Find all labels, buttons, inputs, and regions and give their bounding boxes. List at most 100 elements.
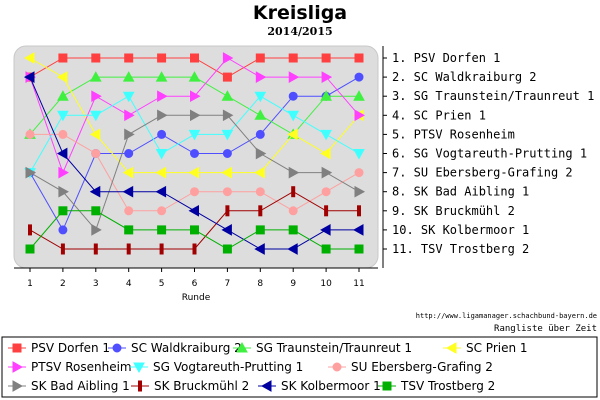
legend-marker <box>236 341 248 353</box>
x-tick-label: 10 <box>320 279 332 289</box>
legend-item: SU Ebersberg-Grafing 2 <box>328 360 493 374</box>
data-point <box>287 243 298 255</box>
data-point <box>122 185 134 198</box>
legend-item: PTSV Rosenheim <box>8 360 132 374</box>
data-point <box>222 244 232 254</box>
data-point <box>254 166 265 179</box>
rank-label: 4. SC Prien 1 <box>392 108 486 122</box>
data-point <box>58 129 68 139</box>
data-point <box>221 224 232 236</box>
data-point <box>190 225 199 235</box>
data-point <box>321 166 333 179</box>
series-layer <box>23 52 366 255</box>
data-point <box>190 187 199 197</box>
source-url: http://www.ligamanager.schachbund-bayern… <box>416 312 597 320</box>
rank-label: 1. PSV Dorfen 1 <box>392 51 500 65</box>
chart-subtitle: 2014/2015 <box>267 25 332 38</box>
data-point <box>353 149 365 160</box>
data-point <box>157 129 167 139</box>
data-point <box>58 53 68 63</box>
legend-item: SK Kolbermoor 1 <box>258 379 381 393</box>
data-point <box>157 206 167 216</box>
data-point <box>188 71 201 82</box>
data-point <box>291 186 296 198</box>
data-point <box>190 109 201 122</box>
data-point <box>255 147 267 160</box>
data-point <box>258 205 263 217</box>
data-point <box>255 71 267 83</box>
series-7 <box>25 109 366 236</box>
data-point <box>255 187 265 197</box>
data-point <box>354 109 366 122</box>
data-point <box>157 109 168 122</box>
x-axis-label: Runde <box>182 293 211 303</box>
data-point <box>221 129 234 141</box>
data-point <box>91 53 101 63</box>
data-point <box>89 185 101 198</box>
data-point <box>352 224 364 236</box>
data-point <box>157 53 167 63</box>
data-point <box>58 225 68 235</box>
series-9 <box>23 71 364 255</box>
legend-marker <box>12 380 24 392</box>
data-point <box>222 52 234 64</box>
series-5 <box>24 91 365 179</box>
data-point <box>155 71 168 82</box>
data-point <box>287 110 300 122</box>
data-point <box>321 71 333 83</box>
x-tick-label: 6 <box>192 279 198 289</box>
legend-item: SK Bruckmühl 2 <box>131 379 249 393</box>
data-point <box>57 110 69 122</box>
rank-label: 2. SC Waldkraiburg 2 <box>392 70 537 84</box>
data-point <box>254 109 267 120</box>
legend-item: SC Prien 1 <box>443 341 528 355</box>
data-point <box>357 205 361 217</box>
data-point <box>222 187 232 197</box>
legend-label: PTSV Rosenheim <box>31 360 132 374</box>
data-point <box>124 206 134 216</box>
legend-label: SC Prien 1 <box>466 341 528 355</box>
x-tick-label: 4 <box>126 279 132 289</box>
data-point <box>126 243 131 255</box>
series-4 <box>25 52 366 179</box>
data-point <box>188 166 199 179</box>
legend-marker <box>112 343 122 353</box>
data-point <box>56 71 68 83</box>
data-point <box>124 109 135 122</box>
rank-label: 3. SG Traunstein/Traunreut 1 <box>392 89 594 103</box>
x-tick-label: 3 <box>93 279 99 289</box>
data-point <box>190 149 199 158</box>
data-point <box>288 206 298 216</box>
legend-marker <box>332 362 342 372</box>
data-point <box>89 71 102 82</box>
data-point <box>58 185 69 198</box>
legend-item: SG Traunstein/Traunreut 1 <box>233 341 412 355</box>
legend-item: SG Vogtareuth-Prutting 1 <box>130 360 303 374</box>
data-point <box>321 53 331 63</box>
data-point <box>321 244 331 254</box>
data-point <box>91 149 101 158</box>
rank-label: 11. TSV Trostberg 2 <box>392 242 529 256</box>
data-point <box>91 224 102 236</box>
legend-item: TSV Trostberg 2 <box>378 379 495 393</box>
data-point <box>93 243 98 255</box>
data-point <box>124 225 134 235</box>
data-point <box>28 224 32 236</box>
data-point <box>190 90 201 103</box>
data-point <box>321 187 331 197</box>
data-point <box>122 71 135 82</box>
data-point <box>124 149 134 158</box>
data-point <box>89 110 102 122</box>
data-point <box>25 166 37 179</box>
data-point <box>288 91 298 101</box>
data-point <box>159 243 164 255</box>
data-point <box>287 128 298 141</box>
data-point <box>225 205 230 217</box>
legend-item: SK Bad Aibling 1 <box>8 379 130 393</box>
data-point <box>58 166 69 179</box>
legend-marker <box>445 342 457 354</box>
data-point <box>89 128 101 141</box>
series-10 <box>25 206 364 254</box>
legend-marker <box>12 343 22 353</box>
data-point <box>122 91 135 103</box>
